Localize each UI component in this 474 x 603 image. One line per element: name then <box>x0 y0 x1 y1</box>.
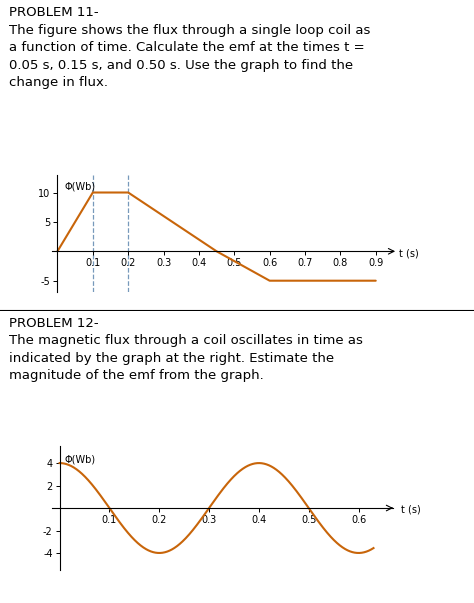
Text: t (s): t (s) <box>401 504 420 514</box>
Text: Φ(Wb): Φ(Wb) <box>64 454 96 464</box>
Text: t (s): t (s) <box>399 248 419 258</box>
Text: PROBLEM 11-
The figure shows the flux through a single loop coil as
a function o: PROBLEM 11- The figure shows the flux th… <box>9 6 371 89</box>
Text: PROBLEM 12-
The magnetic flux through a coil oscillates in time as
indicated by : PROBLEM 12- The magnetic flux through a … <box>9 317 364 382</box>
Text: Φ(Wb): Φ(Wb) <box>64 182 96 192</box>
